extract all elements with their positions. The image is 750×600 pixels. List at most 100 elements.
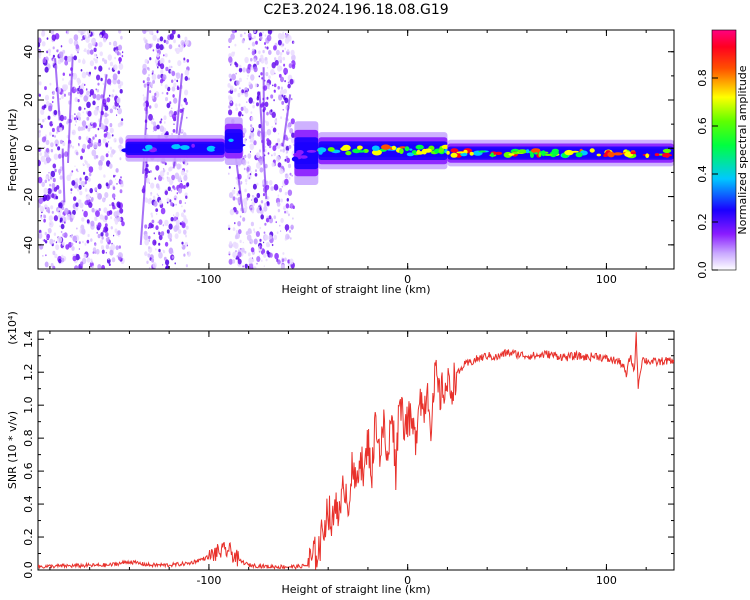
noise-speckle	[173, 187, 176, 191]
noise-speckle	[169, 238, 172, 242]
noise-speckle	[38, 159, 41, 167]
noise-speckle	[280, 218, 284, 223]
noise-speckle	[109, 163, 113, 169]
noise-speckle	[142, 80, 145, 84]
noise-speckle	[277, 138, 281, 143]
noise-speckle	[250, 57, 253, 62]
noise-speckle	[247, 74, 249, 78]
noise-speckle	[88, 201, 93, 208]
noise-speckle	[75, 168, 78, 172]
noise-speckle	[158, 234, 163, 241]
noise-speckle	[165, 259, 170, 266]
noise-speckle	[38, 42, 41, 48]
noise-speckle	[262, 193, 266, 197]
noise-speckle	[232, 196, 236, 201]
noise-speckle	[97, 82, 100, 86]
noise-speckle	[40, 217, 43, 220]
signal-blob	[176, 144, 180, 148]
noise-speckle	[156, 30, 159, 34]
noise-speckle	[86, 101, 91, 109]
noise-speckle	[78, 184, 82, 190]
noise-speckle	[285, 137, 289, 141]
noise-speckle	[62, 247, 64, 249]
noise-speckle	[54, 168, 57, 173]
noise-speckle	[78, 248, 81, 250]
noise-speckle	[177, 229, 182, 234]
noise-speckle	[104, 192, 109, 198]
signal-blob	[654, 153, 660, 157]
noise-speckle	[117, 230, 121, 236]
noise-speckle	[259, 245, 262, 250]
signal-blob	[159, 144, 163, 147]
signal-blob	[503, 151, 513, 158]
noise-speckle	[264, 234, 269, 241]
noise-speckle	[158, 252, 163, 259]
noise-speckle	[273, 45, 277, 51]
noise-speckle	[47, 48, 52, 54]
noise-speckle	[84, 181, 87, 185]
noise-speckle	[98, 65, 103, 72]
signal-blob	[589, 148, 595, 153]
noise-speckle	[59, 225, 61, 228]
noise-speckle	[44, 66, 49, 73]
noise-speckle	[51, 210, 54, 214]
noise-streak	[54, 58, 61, 121]
noise-speckle	[47, 227, 52, 234]
noise-speckle	[228, 172, 230, 175]
noise-speckle	[155, 225, 159, 231]
signal-blob	[525, 149, 530, 154]
noise-speckle	[44, 117, 46, 120]
noise-speckle	[280, 264, 285, 269]
noise-speckle	[254, 231, 256, 233]
noise-speckle	[159, 59, 163, 65]
noise-speckle	[164, 84, 168, 89]
noise-speckle	[45, 100, 50, 107]
noise-speckle	[284, 178, 289, 186]
noise-speckle	[121, 54, 124, 58]
noise-speckle	[92, 122, 97, 128]
noise-speckle	[236, 192, 239, 196]
noise-speckle	[259, 207, 262, 211]
noise-speckle	[255, 40, 258, 45]
signal-blob	[450, 152, 458, 158]
noise-speckle	[246, 166, 250, 172]
colorbar: 0.0 0.2 0.4 0.6 0.8 Normalized spectral ampl…	[696, 29, 749, 279]
noise-speckle	[92, 251, 95, 254]
noise-speckle	[255, 162, 261, 169]
noise-speckle	[40, 124, 43, 129]
noise-speckle	[175, 203, 177, 206]
noise-speckle	[183, 185, 186, 189]
noise-speckle	[50, 263, 54, 268]
noise-speckle	[162, 169, 166, 173]
noise-speckle	[284, 224, 290, 231]
noise-speckle	[253, 228, 255, 232]
noise-speckle	[164, 241, 169, 247]
noise-speckle	[183, 253, 186, 257]
signal-blob	[490, 152, 494, 158]
noise-speckle	[266, 67, 269, 69]
noise-speckle	[248, 257, 253, 264]
noise-speckle	[105, 232, 109, 237]
noise-speckle	[93, 142, 98, 149]
noise-speckle	[81, 228, 86, 235]
signal-blob	[306, 150, 317, 153]
y-tick-label: 0.2	[22, 528, 35, 546]
noise-speckle	[271, 111, 276, 118]
noise-speckle	[48, 105, 53, 112]
noise-speckle	[265, 258, 268, 262]
noise-speckle	[94, 216, 98, 221]
noise-speckle	[250, 171, 252, 174]
noise-speckle	[248, 81, 251, 85]
noise-speckle	[97, 193, 102, 200]
noise-speckle	[56, 49, 59, 53]
noise-speckle	[234, 43, 237, 47]
noise-speckle	[163, 121, 166, 124]
noise-speckle	[103, 73, 106, 76]
noise-speckle	[177, 34, 181, 39]
noise-speckle	[237, 251, 242, 258]
noise-speckle	[228, 105, 231, 109]
noise-speckle	[45, 175, 49, 180]
noise-speckle	[51, 34, 57, 41]
spectrogram-x-ticks: -100 0 100	[49, 30, 647, 286]
noise-speckle	[111, 257, 116, 263]
